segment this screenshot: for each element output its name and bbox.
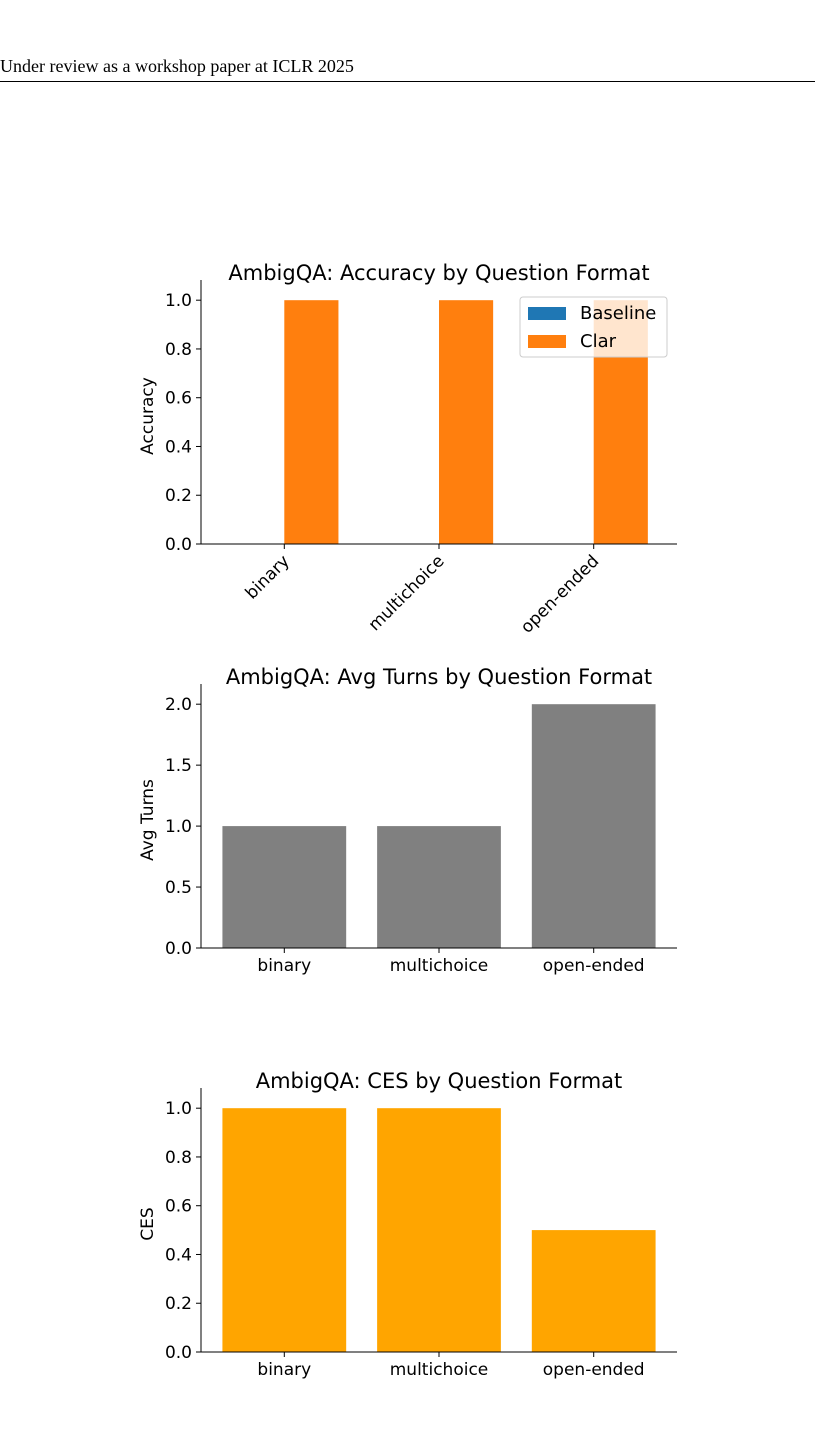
- y-tick-label: 2.0: [165, 695, 192, 715]
- y-tick-label: 0.4: [165, 1245, 192, 1265]
- legend-swatch-baseline: [528, 307, 566, 320]
- legend: Baseline Clar: [519, 296, 668, 358]
- x-tick-label-multichoice: multichoice: [390, 1360, 489, 1380]
- x-tick-label-multichoice: multichoice: [390, 956, 489, 976]
- y-tick-label: 0.0: [165, 535, 192, 555]
- legend-swatch-clar: [528, 335, 566, 348]
- x-tick-label-binary: binary: [242, 551, 294, 603]
- y-tick-label: 0.5: [165, 878, 192, 898]
- bar-clar-binary: [284, 300, 339, 544]
- chart-title: AmbigQA: CES by Question Format: [256, 1069, 623, 1093]
- legend-label-clar: Clar: [580, 331, 617, 352]
- x-tick-label-binary: binary: [257, 1360, 311, 1380]
- bar-binary: [222, 1108, 347, 1352]
- avg-turns-chart-svg: AmbigQA: Avg Turns by Question Format Avg…: [138, 665, 677, 976]
- y-tick-label: 0.8: [165, 1148, 192, 1168]
- accuracy-chart-svg: AmbigQA: Accuracy by Question Format Accu…: [138, 261, 677, 638]
- y-axis-label: CES: [138, 1207, 158, 1240]
- bar-binary: [222, 826, 347, 948]
- y-tick-label: 0.6: [165, 1197, 192, 1217]
- x-tick-label-open-ended: open-ended: [543, 1360, 645, 1380]
- y-axis-label: Avg Turns: [138, 779, 158, 861]
- x-tick-label-open-ended: open-ended: [517, 551, 603, 637]
- y-tick-label: 1.0: [165, 1099, 192, 1119]
- y-tick-label: 0.0: [165, 939, 192, 959]
- page-header: Under review as a workshop paper at ICLR…: [0, 56, 354, 76]
- ces-chart-svg: AmbigQA: CES by Question Format CES 0.0 0.2…: [138, 1069, 677, 1380]
- y-tick-label: 0.6: [165, 389, 192, 409]
- y-tick-label: 0.0: [165, 1343, 192, 1363]
- x-tick-label-binary: binary: [257, 956, 311, 976]
- y-tick-label: 1.0: [165, 817, 192, 837]
- y-tick-label: 1.0: [165, 291, 192, 311]
- ces-chart: AmbigQA: CES by Question Format CES 0.0 0.2…: [0, 1059, 815, 1389]
- avg-turns-chart: AmbigQA: Avg Turns by Question Format Avg…: [0, 655, 815, 985]
- y-axis-label: Accuracy: [138, 377, 158, 455]
- x-tick-label-multichoice: multichoice: [365, 551, 449, 635]
- chart-title: AmbigQA: Avg Turns by Question Format: [226, 665, 652, 689]
- bar-open-ended: [531, 1230, 656, 1352]
- chart-title: AmbigQA: Accuracy by Question Format: [228, 261, 649, 285]
- bar-multichoice: [377, 1108, 501, 1352]
- y-tick-label: 0.4: [165, 437, 192, 457]
- y-tick-label: 0.8: [165, 340, 192, 360]
- legend-label-baseline: Baseline: [580, 303, 656, 324]
- bar-multichoice: [377, 826, 501, 948]
- accuracy-chart: AmbigQA: Accuracy by Question Format Accu…: [0, 250, 815, 650]
- bar-clar-multichoice: [439, 300, 494, 544]
- y-tick-label: 0.2: [165, 1294, 192, 1314]
- header-rule: [0, 81, 815, 82]
- x-tick-label-open-ended: open-ended: [543, 956, 645, 976]
- y-tick-label: 0.2: [165, 486, 192, 506]
- y-tick-label: 1.5: [165, 756, 192, 776]
- bar-open-ended: [531, 704, 656, 948]
